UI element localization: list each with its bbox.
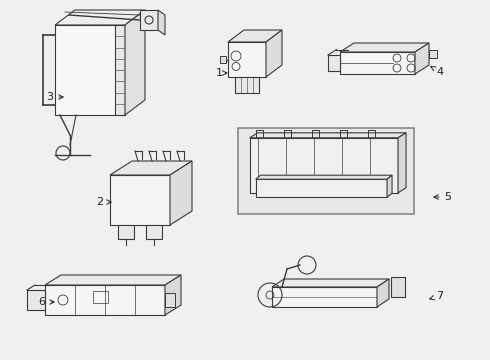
Polygon shape (228, 42, 266, 77)
Polygon shape (249, 133, 406, 138)
Polygon shape (115, 25, 125, 115)
Polygon shape (377, 279, 389, 307)
Polygon shape (125, 10, 145, 115)
Text: 4: 4 (431, 67, 443, 77)
Text: 2: 2 (97, 197, 111, 207)
Polygon shape (45, 275, 181, 285)
Polygon shape (110, 175, 170, 225)
Polygon shape (391, 277, 405, 297)
Polygon shape (266, 30, 282, 77)
Polygon shape (220, 56, 226, 63)
Polygon shape (45, 285, 165, 315)
Polygon shape (170, 161, 192, 225)
Bar (238, 128, 414, 214)
Bar (93, 291, 108, 303)
Text: 3: 3 (47, 92, 63, 102)
Text: 7: 7 (430, 291, 443, 301)
Polygon shape (140, 10, 158, 30)
Polygon shape (272, 287, 377, 307)
Polygon shape (146, 225, 162, 239)
Polygon shape (235, 77, 259, 93)
Polygon shape (328, 55, 340, 71)
Polygon shape (256, 175, 392, 179)
Polygon shape (398, 133, 406, 193)
Polygon shape (340, 52, 415, 74)
Polygon shape (165, 293, 175, 307)
Polygon shape (415, 43, 429, 74)
Polygon shape (165, 275, 181, 315)
Polygon shape (228, 30, 282, 42)
Polygon shape (256, 179, 387, 197)
Polygon shape (272, 279, 389, 287)
Polygon shape (55, 10, 145, 25)
Polygon shape (387, 175, 392, 197)
Polygon shape (55, 25, 125, 115)
Polygon shape (110, 161, 192, 175)
Text: 6: 6 (39, 297, 54, 307)
Polygon shape (340, 43, 429, 52)
Polygon shape (158, 10, 165, 35)
Polygon shape (429, 50, 437, 58)
Polygon shape (249, 138, 398, 193)
Polygon shape (27, 290, 45, 310)
Text: 5: 5 (434, 192, 451, 202)
Text: 1: 1 (216, 68, 227, 78)
Polygon shape (118, 225, 134, 239)
